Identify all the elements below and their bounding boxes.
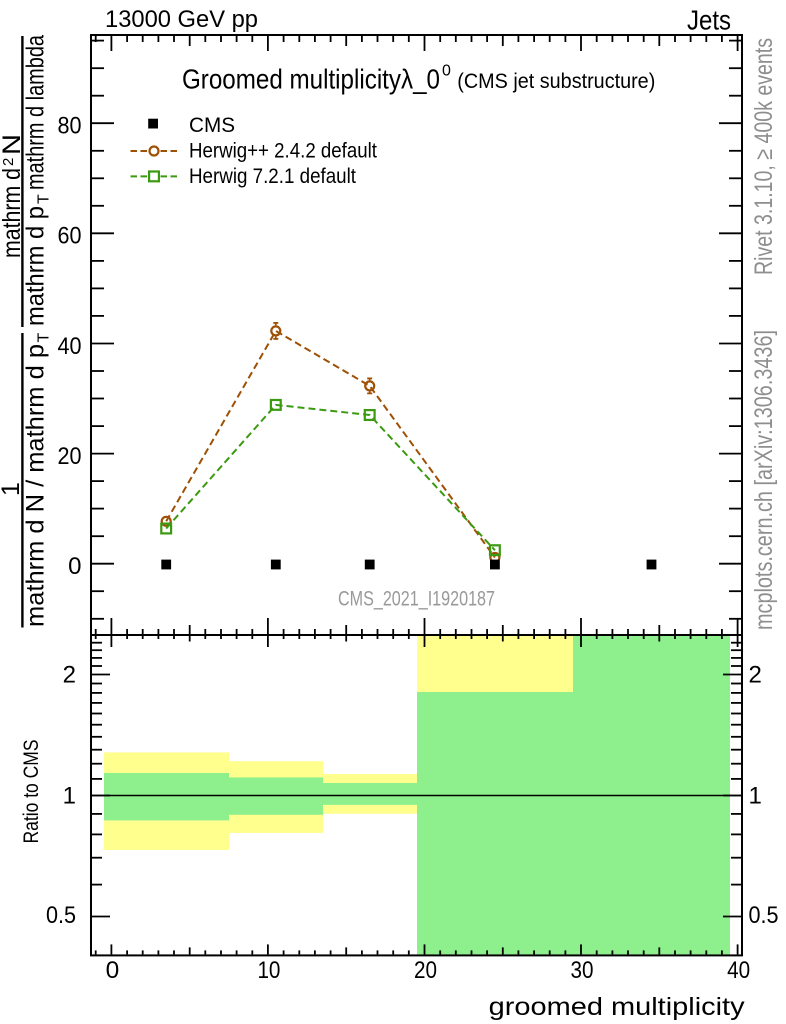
svg-text:13000 GeV pp: 13000 GeV pp — [105, 6, 258, 33]
svg-text:Rivet 3.1.10, ≥ 400k events: Rivet 3.1.10, ≥ 400k events — [750, 38, 778, 275]
svg-text:Groomed multiplicity: Groomed multiplicity — [182, 64, 401, 95]
svg-text:2: 2 — [0, 158, 17, 166]
svg-text:0: 0 — [106, 957, 120, 984]
svg-text:mcplots.cern.ch [arXiv:1306.34: mcplots.cern.ch [arXiv:1306.3436] — [750, 330, 778, 630]
svg-text:1: 1 — [0, 482, 25, 496]
svg-text:1: 1 — [749, 783, 762, 810]
svg-text:40: 40 — [58, 333, 82, 360]
svg-text:CMS: CMS — [189, 114, 235, 137]
svg-text:20: 20 — [58, 443, 82, 470]
svg-text:mathrm d lambda: mathrm d lambda — [22, 35, 50, 190]
svg-text:2: 2 — [749, 662, 762, 689]
svg-text:60: 60 — [58, 223, 82, 250]
svg-text:mathrm d: mathrm d — [0, 168, 26, 258]
svg-text:CMS_2021_I1920187: CMS_2021_I1920187 — [338, 588, 495, 611]
svg-text:80: 80 — [58, 113, 82, 140]
svg-text:2: 2 — [63, 662, 76, 689]
svg-text:0.5: 0.5 — [749, 902, 779, 929]
svg-text:Ratio to CMS: Ratio to CMS — [20, 740, 43, 844]
svg-text:20: 20 — [414, 957, 437, 984]
svg-text:40: 40 — [727, 957, 750, 984]
svg-text:0: 0 — [68, 553, 81, 580]
svg-text:mathrm d N / mathrm d p: mathrm d N / mathrm d p — [22, 344, 50, 627]
svg-text:0: 0 — [442, 63, 451, 80]
svg-text:N: N — [0, 134, 26, 155]
svg-text:0.5: 0.5 — [46, 902, 76, 929]
svg-text:T: T — [36, 194, 53, 204]
svg-text:30: 30 — [571, 957, 594, 984]
svg-text:10: 10 — [257, 957, 280, 984]
svg-text:(CMS jet substructure): (CMS jet substructure) — [457, 70, 655, 93]
svg-text:groomed multiplicity: groomed multiplicity — [489, 993, 746, 1021]
svg-text:1: 1 — [63, 783, 76, 810]
svg-text:Jets: Jets — [687, 5, 731, 36]
svg-text:mathrm d p: mathrm d p — [22, 206, 50, 326]
svg-text:λ_0: λ_0 — [401, 64, 440, 95]
svg-text:Herwig 7.2.1 default: Herwig 7.2.1 default — [189, 165, 356, 188]
svg-text:T: T — [36, 333, 53, 343]
svg-text:Herwig++ 2.4.2 default: Herwig++ 2.4.2 default — [189, 139, 377, 162]
